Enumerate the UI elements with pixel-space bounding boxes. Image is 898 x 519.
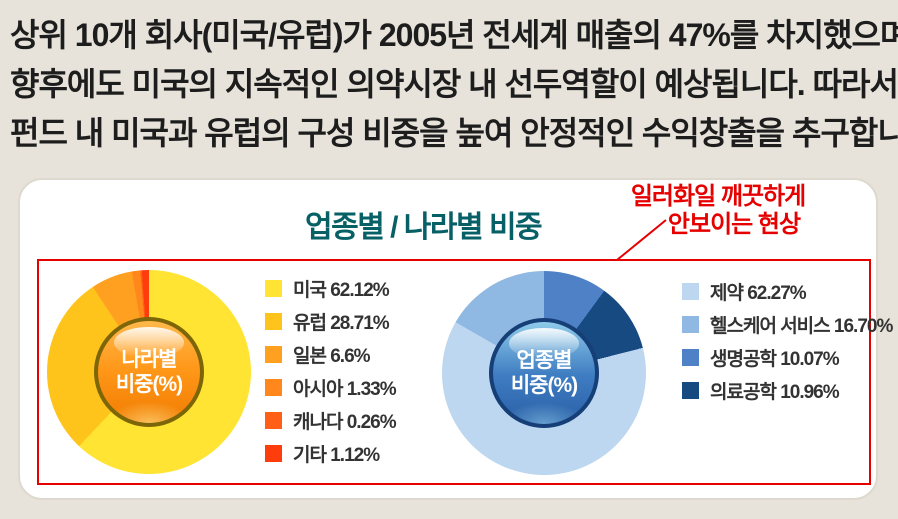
legend-swatch-icon: [682, 382, 699, 399]
intro-line-2: 향후에도 미국의 지속적인 의약시장 내 선두역할이 예상됩니다. 따라서: [10, 66, 898, 102]
legend-swatch-icon: [265, 445, 282, 462]
legend-item: 헬스케어 서비스 16.70%: [682, 314, 893, 337]
legend-swatch-icon: [265, 412, 282, 429]
legend-label: 미국 62.12%: [293, 280, 390, 301]
legend-label: 유럽 28.71%: [293, 313, 390, 334]
intro-paragraph: 상위 10개 회사(미국/유럽)가 2005년 전세계 매출의 47%를 차지했…: [10, 11, 898, 158]
legend-item: 생명공학 10.07%: [682, 347, 892, 370]
legend-item: 의료공학 10.96%: [682, 380, 892, 403]
legend-label: 캐나다 0.26%: [293, 412, 397, 433]
legend-item: 미국 62.12%: [265, 278, 396, 301]
chart-panel: 업종별 / 나라별 비중 일러화일 깨끗하게 안보이는 현상 나라별 비중(%)…: [18, 178, 893, 500]
legend-label: 기타 1.12%: [293, 445, 380, 466]
intro-line-1: 상위 10개 회사(미국/유럽)가 2005년 전세계 매출의 47%를 차지했…: [10, 17, 898, 53]
country-pie-center-line-1: 나라별: [121, 348, 178, 371]
legend-item: 캐나다 0.26%: [265, 410, 397, 433]
chart-frame: 나라별 비중(%) 미국 62.12% 유럽 28.71% 일본 6.6%: [37, 259, 893, 485]
legend-swatch-icon: [265, 346, 282, 363]
sector-pie-center-label: 업종별 비중(%): [489, 318, 599, 428]
annotation-line-1: 일러화일 깨끗하게: [630, 183, 806, 210]
legend-label: 생명공학 10.07%: [710, 349, 840, 370]
intro-line-3: 펀드 내 미국과 유럽의 구성 비중을 높여 안정적인 수익창출을 추구합니다.: [10, 115, 898, 151]
sector-pie-center-line-2: 비중(%): [510, 374, 578, 397]
legend-swatch-icon: [682, 349, 699, 366]
legend-item: 유럽 28.71%: [265, 311, 396, 334]
legend-item: 아시아 1.33%: [265, 377, 397, 400]
legend-label: 제약 62.27%: [710, 283, 807, 304]
legend-item: 제약 62.27%: [682, 281, 892, 304]
legend-label: 일본 6.6%: [293, 346, 371, 367]
legend-label: 헬스케어 서비스 16.70%: [710, 316, 893, 337]
legend-label: 의료공학 10.96%: [710, 382, 840, 403]
sector-pie-chart: 업종별 비중(%): [442, 271, 646, 475]
legend-item: 일본 6.6%: [265, 344, 396, 367]
legend-item: 기타 1.12%: [265, 443, 396, 466]
legend-swatch-icon: [682, 283, 699, 300]
legend-swatch-icon: [265, 313, 282, 330]
country-pie-center-label: 나라별 비중(%): [94, 317, 204, 427]
sector-pie-center-line-1: 업종별: [516, 349, 573, 372]
annotation-note: 일러화일 깨끗하게 안보이는 현상: [612, 183, 824, 239]
legend-swatch-icon: [265, 379, 282, 396]
legend-swatch-icon: [682, 316, 699, 333]
sector-legend: 제약 62.27% 헬스케어 서비스 16.70% 생명공학 10.07% 의료…: [682, 281, 893, 413]
country-pie-center-line-2: 비중(%): [115, 373, 183, 396]
chart-title: 업종별 / 나라별 비중: [305, 211, 543, 244]
legend-label: 아시아 1.33%: [293, 379, 397, 400]
country-legend: 미국 62.12% 유럽 28.71% 일본 6.6% 아시아 1.33% 캐나…: [265, 278, 397, 476]
country-pie-chart: 나라별 비중(%): [47, 270, 251, 474]
annotation-line-2: 안보이는 현상: [667, 211, 801, 238]
legend-swatch-icon: [265, 280, 282, 297]
